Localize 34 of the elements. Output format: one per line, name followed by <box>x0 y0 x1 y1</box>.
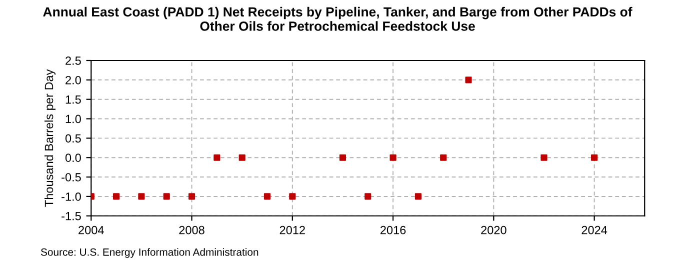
x-tick-label: 2008 <box>179 226 204 234</box>
x-tick-label: 2004 <box>78 226 104 234</box>
x-tick-label: 2020 <box>481 226 506 234</box>
y-tick-label: 2.5 <box>66 56 81 65</box>
point <box>440 154 447 161</box>
point <box>188 193 196 200</box>
point <box>289 193 296 200</box>
x-tick-label: 2016 <box>380 226 406 234</box>
y-tick-label: 1.0 <box>66 114 81 124</box>
point <box>364 193 372 200</box>
y-tick-label: 0.5 <box>65 134 81 143</box>
x-tick-label: 2012 <box>280 226 305 234</box>
y-tick-label: -1.5 <box>62 212 81 220</box>
chart-title: Annual East Coast (PADD 1) Net Receipts by Pipeline, Tanker, and Barge from Other PADDs of Other Oils for Petrochemical Feedstock Use <box>43 6 632 31</box>
y-tick-label: 0.0 <box>65 154 81 162</box>
source-note: Source: U.S. Energy Information Administration <box>40 248 258 258</box>
point <box>264 193 271 200</box>
point <box>339 154 346 161</box>
y-tick-label: 2.0 <box>66 76 81 84</box>
y-tick-label: 1.5 <box>66 96 81 104</box>
y-tick-label: -1.0 <box>62 192 81 201</box>
point <box>163 193 170 200</box>
y-tick-label: -0.5 <box>62 173 81 182</box>
point <box>390 154 396 161</box>
point <box>238 154 246 161</box>
point <box>414 193 422 200</box>
point <box>540 154 548 161</box>
point <box>112 193 120 200</box>
point <box>465 76 472 84</box>
point <box>591 154 598 161</box>
y-axis-title: Thousand Barrels per Day <box>44 69 56 207</box>
x-tick-label: 2024 <box>582 226 608 234</box>
point <box>138 193 145 200</box>
point <box>214 154 220 161</box>
